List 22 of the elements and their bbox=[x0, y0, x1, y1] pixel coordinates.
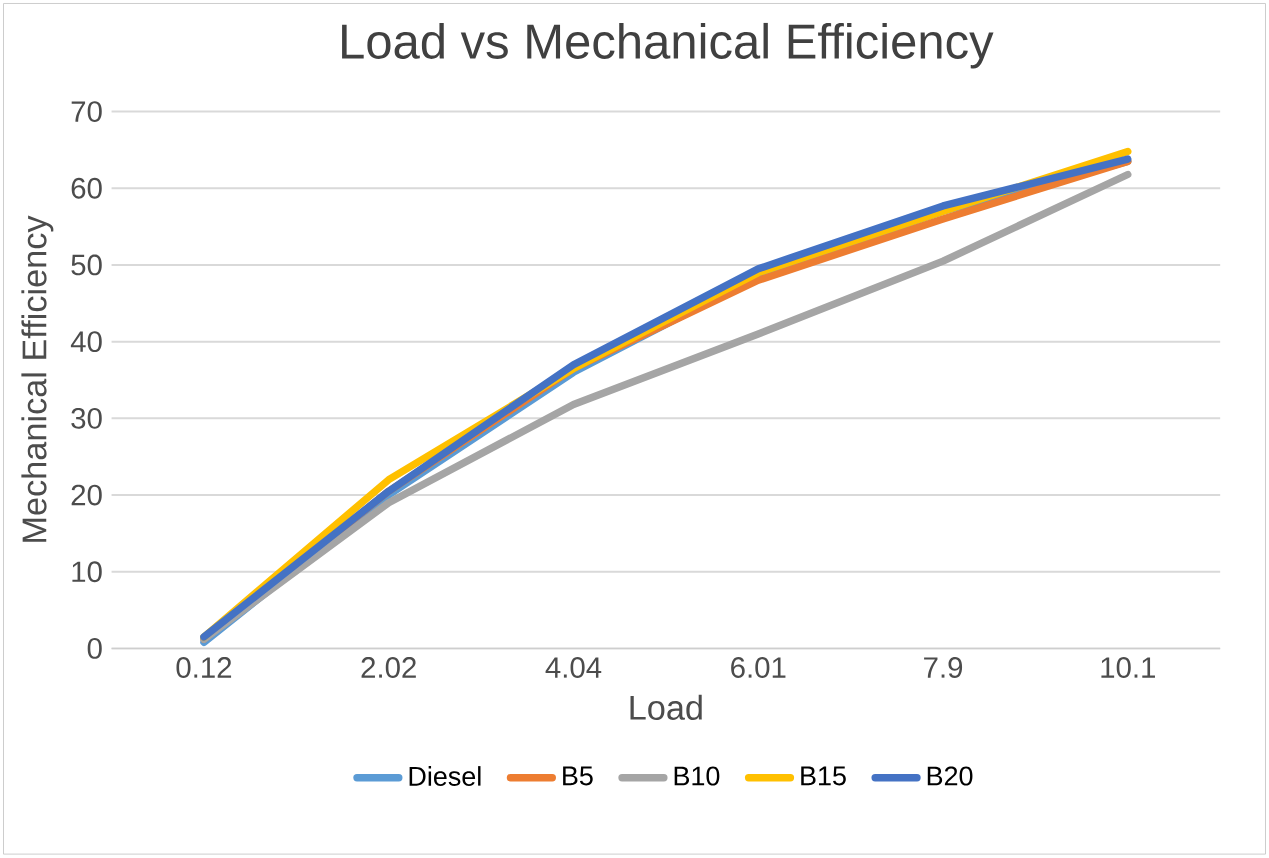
legend-label: B10 bbox=[674, 766, 720, 786]
y-tick-label: 20 bbox=[71, 484, 102, 506]
legend-label: B20 bbox=[927, 766, 973, 786]
x-axis-title: Load bbox=[630, 694, 702, 721]
x-tick-label: 2.02 bbox=[361, 657, 416, 679]
y-axis-title: Mechanical Efficiency bbox=[21, 215, 54, 543]
x-tick-label: 6.01 bbox=[731, 657, 786, 679]
legend-label: B15 bbox=[801, 766, 846, 786]
y-tick-label: 40 bbox=[70, 331, 102, 353]
x-tick-label: 0.12 bbox=[176, 657, 232, 679]
legend-label: B5 bbox=[563, 766, 593, 786]
x-tick-label: 10.1 bbox=[1101, 657, 1155, 679]
x-tick-label: 4.04 bbox=[545, 657, 602, 679]
y-tick-label: 0 bbox=[87, 638, 102, 660]
y-tick-label: 60 bbox=[71, 178, 102, 199]
legend-label: Diesel bbox=[409, 766, 481, 787]
y-tick-label: 50 bbox=[71, 254, 102, 276]
y-tick-label: 30 bbox=[71, 408, 102, 429]
x-tick-label: 7.9 bbox=[924, 657, 963, 679]
y-tick-label: 10 bbox=[72, 561, 102, 583]
chart-title: Load vs Mechanical Efficiency bbox=[342, 23, 994, 69]
y-tick-label: 70 bbox=[71, 101, 102, 123]
